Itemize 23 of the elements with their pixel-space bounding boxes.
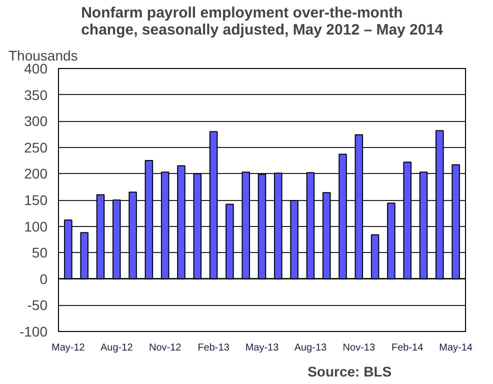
y-tick-label: 150	[24, 192, 48, 208]
x-tick-label: Aug-12	[100, 342, 134, 354]
y-tick-label: 250	[24, 139, 48, 156]
y-tick-label: 100	[24, 218, 48, 234]
y-tick-label: -100	[19, 324, 48, 340]
source-note: Source: BLS	[308, 364, 392, 380]
y-tick-label: 200	[24, 166, 48, 182]
y-tick-label: 0	[40, 270, 48, 287]
x-tick-label: Nov-13	[342, 342, 376, 354]
y-tick-label: 400	[24, 60, 48, 76]
x-tick-label: Feb-14	[392, 342, 424, 354]
x-tick-label: May-14	[439, 342, 473, 354]
y-tick-label: 50	[32, 244, 48, 261]
x-tick-label: Feb-13	[198, 342, 230, 354]
y-tick-label: 350	[24, 86, 48, 103]
x-tick-label: May-12	[52, 342, 86, 354]
y-tick-label: -50	[27, 297, 48, 314]
y-axis-title: Thousands	[8, 48, 78, 64]
x-tick-label: Nov-12	[148, 342, 182, 354]
x-tick-label: May-13	[245, 342, 280, 354]
chart-title: Nonfarm payroll employment over-the-month change, seasonally adjusted, May 2012 – May 2014	[81, 4, 444, 38]
y-tick-label: 300	[24, 113, 48, 130]
x-tick-label: Aug-13	[294, 342, 328, 354]
